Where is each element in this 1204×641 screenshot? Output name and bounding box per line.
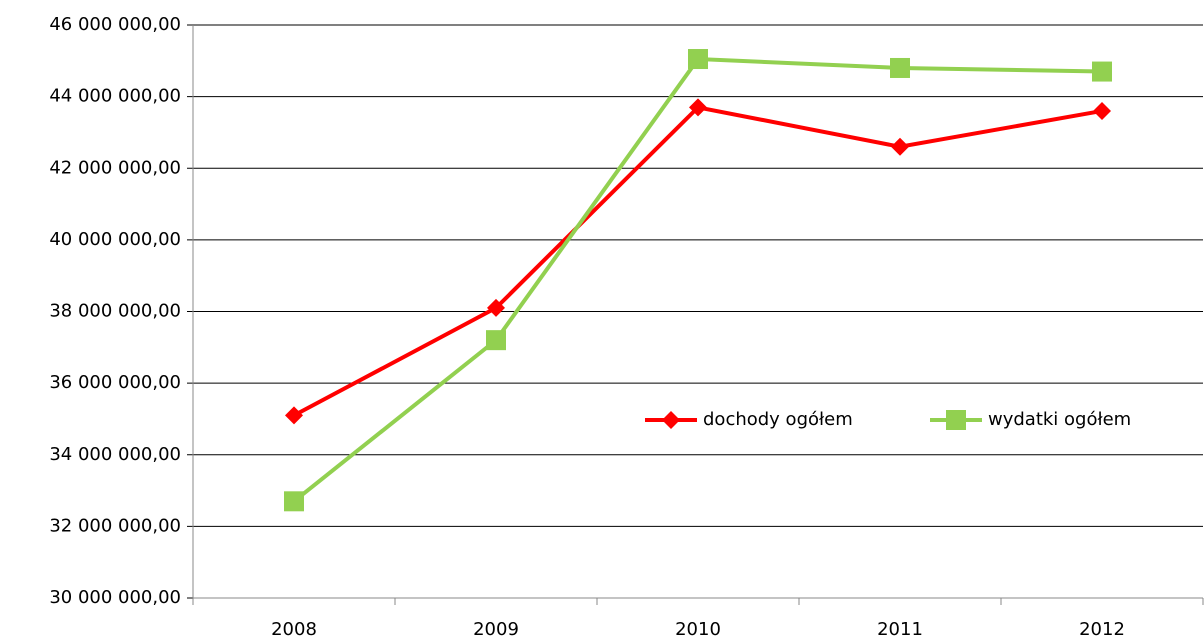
y-tick-label: 30 000 000,00 (49, 587, 181, 608)
point (285, 406, 303, 425)
y-tick-label: 32 000 000,00 (49, 515, 181, 536)
point (688, 49, 708, 70)
y-tick-label: 44 000 000,00 (49, 86, 181, 107)
y-tick-label: 46 000 000,00 (49, 14, 181, 35)
point (486, 330, 506, 351)
legend-marker (946, 410, 966, 430)
x-tick-label: 2012 (1079, 619, 1125, 640)
point (689, 98, 707, 117)
point (890, 57, 910, 78)
y-tick-label: 34 000 000,00 (49, 444, 181, 465)
legend-marker (662, 411, 680, 429)
point (1093, 101, 1111, 120)
x-tick-label: 2008 (271, 619, 317, 640)
y-tick-label: 38 000 000,00 (49, 301, 181, 322)
x-tick-label: 2011 (877, 619, 923, 640)
point (1092, 61, 1112, 82)
x-tick-label: 2009 (473, 619, 519, 640)
point (487, 298, 505, 317)
y-tick-label: 42 000 000,00 (49, 157, 181, 178)
legend-label: wydatki ogółem (988, 409, 1131, 430)
series-line (293, 105, 1103, 418)
point (284, 491, 304, 512)
x-tick-label: 2010 (675, 619, 721, 640)
legend-label: dochody ogółem (703, 409, 853, 430)
y-tick-label: 36 000 000,00 (49, 372, 181, 393)
point (891, 137, 909, 156)
y-tick-label: 40 000 000,00 (49, 229, 181, 250)
series-line (292, 56, 1103, 503)
